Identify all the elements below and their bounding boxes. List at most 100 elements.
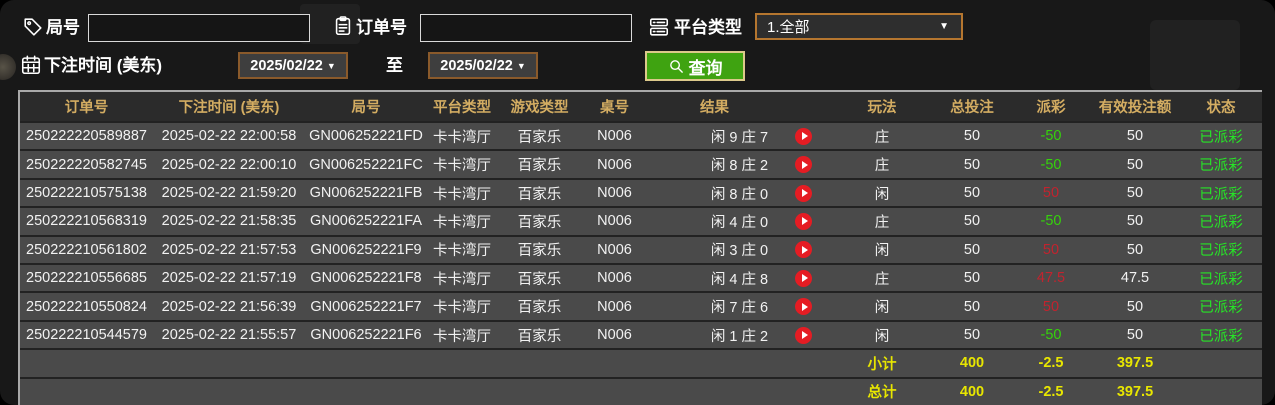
table-row[interactable]: 250222210575138 2025-02-22 21:59:20 GN00…: [20, 177, 1262, 207]
summary-payout: -2.5: [1038, 355, 1064, 372]
summary-valid-bet: 397.5: [1116, 383, 1154, 400]
table-row[interactable]: 250222210544579 2025-02-22 21:55:57 GN00…: [20, 319, 1262, 349]
summary-label: 总计: [867, 385, 897, 402]
table-row[interactable]: 250222210561802 2025-02-22 21:57:53 GN00…: [20, 234, 1262, 264]
cell-bet-time: 2025-02-22 21:56:39: [161, 298, 297, 315]
background-art: [0, 54, 16, 80]
cell-total-bet: 50: [963, 298, 981, 315]
cell-platform: 卡卡湾厅: [433, 214, 491, 231]
cell-bet-time: 2025-02-22 21:58:35: [161, 213, 297, 230]
round-number-input[interactable]: [88, 14, 310, 42]
table-row[interactable]: 250222210556685 2025-02-22 21:57:19 GN00…: [20, 263, 1262, 292]
cell-table-number: N006: [597, 298, 632, 315]
cell-platform: 卡卡湾厅: [433, 328, 491, 345]
query-button-label: 查询: [688, 58, 723, 78]
column-header: 结果: [700, 100, 729, 116]
order-number-input[interactable]: [420, 14, 632, 42]
date-from-value: 2025/02/22: [250, 57, 323, 74]
cell-play-type: 闲: [874, 186, 890, 203]
cell-total-bet: 50: [963, 327, 981, 344]
cell-game-type: 百家乐: [517, 186, 562, 203]
cell-round-number: GN006252221FC: [309, 156, 423, 173]
search-icon: [669, 59, 683, 73]
summary-payout: -2.5: [1038, 383, 1064, 400]
table-row[interactable]: 250222210568319 2025-02-22 21:58:35 GN00…: [20, 206, 1262, 235]
summary-valid-bet: 397.5: [1116, 355, 1154, 372]
cell-order-number: 250222210575138: [26, 185, 147, 202]
play-replay-icon[interactable]: [795, 298, 812, 316]
play-replay-icon[interactable]: [795, 184, 812, 202]
table-row[interactable]: 250222210550824 2025-02-22 21:56:39 GN00…: [20, 291, 1262, 320]
cell-play-type: 庄: [874, 158, 890, 175]
cell-status: 已派彩: [1199, 271, 1243, 288]
cell-result: 闲 9 庄 7: [647, 123, 832, 149]
play-replay-icon[interactable]: [795, 127, 812, 145]
summary-label: 小计: [867, 356, 897, 373]
query-button[interactable]: 查询: [645, 51, 745, 81]
cell-result: 闲 8 庄 2: [647, 151, 832, 177]
cell-bet-time: 2025-02-22 22:00:58: [161, 128, 297, 145]
column-header: 总投注: [950, 100, 994, 116]
table-header-row: 订单号 下注时间 (美东) 局号 平台类型 游戏类型 桌号 结果 玩法 总投注 派彩 有效投注额 状态: [20, 92, 1262, 121]
chevron-down-icon: ▼: [516, 60, 526, 71]
platform-select-value: 1.全部: [767, 19, 810, 36]
cell-platform: 卡卡湾厅: [433, 129, 491, 146]
cell-game-type: 百家乐: [517, 158, 562, 175]
cell-play-type: 闲: [874, 300, 890, 317]
cell-total-bet: 50: [963, 213, 981, 230]
order-number-label: 订单号: [356, 18, 407, 37]
cell-result: 闲 3 庄 0: [647, 237, 832, 263]
cell-round-number: GN006252221F8: [310, 270, 422, 287]
date-from-select[interactable]: 2025/02/22 ▼: [238, 52, 348, 79]
play-replay-icon[interactable]: [795, 156, 812, 174]
cell-valid-bet: 50: [1126, 213, 1144, 230]
play-replay-icon[interactable]: [795, 212, 812, 230]
column-header: 下注时间 (美东): [178, 100, 280, 116]
cell-result: 闲 7 庄 6: [647, 293, 832, 319]
cell-game-type: 百家乐: [517, 243, 562, 260]
column-header: 平台类型: [433, 100, 491, 116]
cell-result: 闲 4 庄 8: [647, 265, 832, 291]
cell-order-number: 250222210550824: [26, 298, 147, 315]
server-icon: [648, 16, 670, 38]
cell-play-type: 庄: [874, 129, 890, 146]
play-replay-icon[interactable]: [795, 326, 812, 344]
cell-status: 已派彩: [1199, 243, 1243, 260]
date-to-value: 2025/02/22: [440, 57, 513, 74]
chevron-down-icon: ▼: [326, 60, 336, 71]
cell-status: 已派彩: [1199, 214, 1243, 231]
cell-payout: -50: [1040, 327, 1062, 344]
cell-round-number: GN006252221FB: [309, 185, 423, 202]
cell-order-number: 250222210544579: [26, 327, 147, 344]
cell-order-number: 250222220582745: [26, 156, 147, 173]
cell-bet-time: 2025-02-22 21:59:20: [161, 185, 297, 202]
cell-play-type: 闲: [874, 328, 890, 345]
summary-total-bet: 400: [959, 383, 985, 400]
cell-payout: 50: [1042, 298, 1060, 315]
cell-status: 已派彩: [1199, 158, 1243, 175]
cell-game-type: 百家乐: [517, 271, 562, 288]
cell-status: 已派彩: [1199, 129, 1243, 146]
cell-table-number: N006: [597, 213, 632, 230]
cell-payout: 47.5: [1036, 270, 1066, 287]
summary-total-bet: 400: [959, 355, 985, 372]
date-to-select[interactable]: 2025/02/22 ▼: [428, 52, 538, 79]
play-replay-icon[interactable]: [795, 269, 812, 287]
cell-round-number: GN006252221FA: [309, 213, 423, 230]
cell-result: 闲 1 庄 2: [647, 322, 832, 348]
cell-payout: 50: [1042, 185, 1060, 202]
column-header: 局号: [351, 100, 381, 116]
table-row[interactable]: 250222220589887 2025-02-22 22:00:58 GN00…: [20, 121, 1262, 150]
cell-status: 已派彩: [1199, 328, 1243, 345]
background-art: [1150, 20, 1240, 90]
play-replay-icon[interactable]: [795, 241, 812, 259]
cell-payout: -50: [1040, 213, 1062, 230]
cell-total-bet: 50: [963, 185, 981, 202]
cell-game-type: 百家乐: [517, 129, 562, 146]
cell-bet-time: 2025-02-22 21:57:53: [161, 241, 297, 258]
bet-records-table: 订单号 下注时间 (美东) 局号 平台类型 游戏类型 桌号 结果 玩法 总投注 派彩 有效投注额 状态…: [18, 90, 1262, 405]
cell-platform: 卡卡湾厅: [433, 243, 491, 260]
platform-select[interactable]: 1.全部 ▼: [755, 13, 963, 40]
table-row[interactable]: 250222220582745 2025-02-22 22:00:10 GN00…: [20, 149, 1262, 178]
